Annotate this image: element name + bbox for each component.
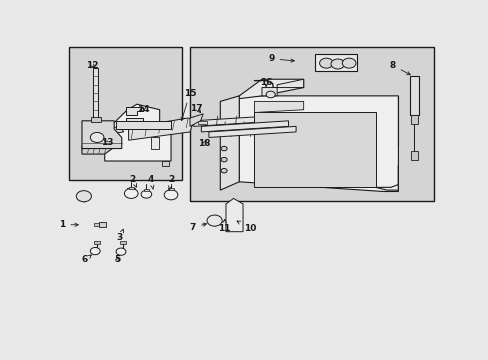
Text: 17: 17 [190,104,203,113]
Text: 6: 6 [81,255,91,265]
Polygon shape [168,188,174,190]
Polygon shape [254,102,303,112]
Polygon shape [239,79,303,99]
Polygon shape [314,54,356,71]
Circle shape [90,247,100,255]
Polygon shape [116,121,171,129]
Text: 18: 18 [198,139,210,148]
Polygon shape [220,96,239,190]
Polygon shape [125,118,142,126]
Text: 15: 15 [181,89,196,121]
Polygon shape [94,223,99,226]
Text: 4: 4 [147,175,154,189]
Circle shape [330,59,344,69]
Polygon shape [189,114,203,126]
Polygon shape [128,187,134,189]
Polygon shape [239,96,398,192]
Polygon shape [410,151,417,159]
Circle shape [206,215,222,226]
Text: 11: 11 [217,219,230,233]
Polygon shape [125,107,142,115]
Polygon shape [94,242,100,244]
Text: 16: 16 [259,78,272,87]
Text: 2: 2 [129,175,136,187]
Text: 9: 9 [268,54,294,63]
Circle shape [124,188,138,198]
Text: 13: 13 [101,139,113,148]
Polygon shape [93,68,98,118]
Polygon shape [82,141,112,154]
Text: 3: 3 [117,229,123,242]
Circle shape [221,146,226,151]
Polygon shape [198,121,206,124]
Polygon shape [262,79,303,96]
Polygon shape [410,115,417,123]
Circle shape [90,132,104,143]
Polygon shape [128,118,195,140]
Circle shape [141,190,151,198]
Polygon shape [409,76,418,115]
Polygon shape [120,242,125,244]
Circle shape [164,190,178,200]
Text: 8: 8 [389,61,409,75]
Polygon shape [208,126,296,138]
Circle shape [116,248,126,255]
Polygon shape [99,222,105,227]
Polygon shape [104,104,171,161]
Polygon shape [91,126,123,136]
Circle shape [319,58,332,68]
Polygon shape [225,198,243,232]
Text: 5: 5 [114,256,120,265]
Text: 12: 12 [86,61,99,70]
Polygon shape [91,117,101,122]
Text: 1: 1 [59,220,78,229]
Polygon shape [201,121,288,132]
Polygon shape [193,115,280,126]
Text: 2: 2 [168,175,174,189]
Text: 14: 14 [137,105,150,114]
Circle shape [342,58,355,68]
Text: 10: 10 [237,221,256,233]
Circle shape [221,168,226,173]
Polygon shape [151,138,159,149]
Circle shape [76,191,91,202]
Polygon shape [254,112,375,187]
Polygon shape [161,161,169,166]
Text: 7: 7 [189,223,206,232]
Circle shape [221,157,226,162]
Polygon shape [82,121,122,149]
Circle shape [265,91,275,98]
Polygon shape [189,48,433,201]
Polygon shape [143,189,149,191]
Polygon shape [69,48,182,180]
